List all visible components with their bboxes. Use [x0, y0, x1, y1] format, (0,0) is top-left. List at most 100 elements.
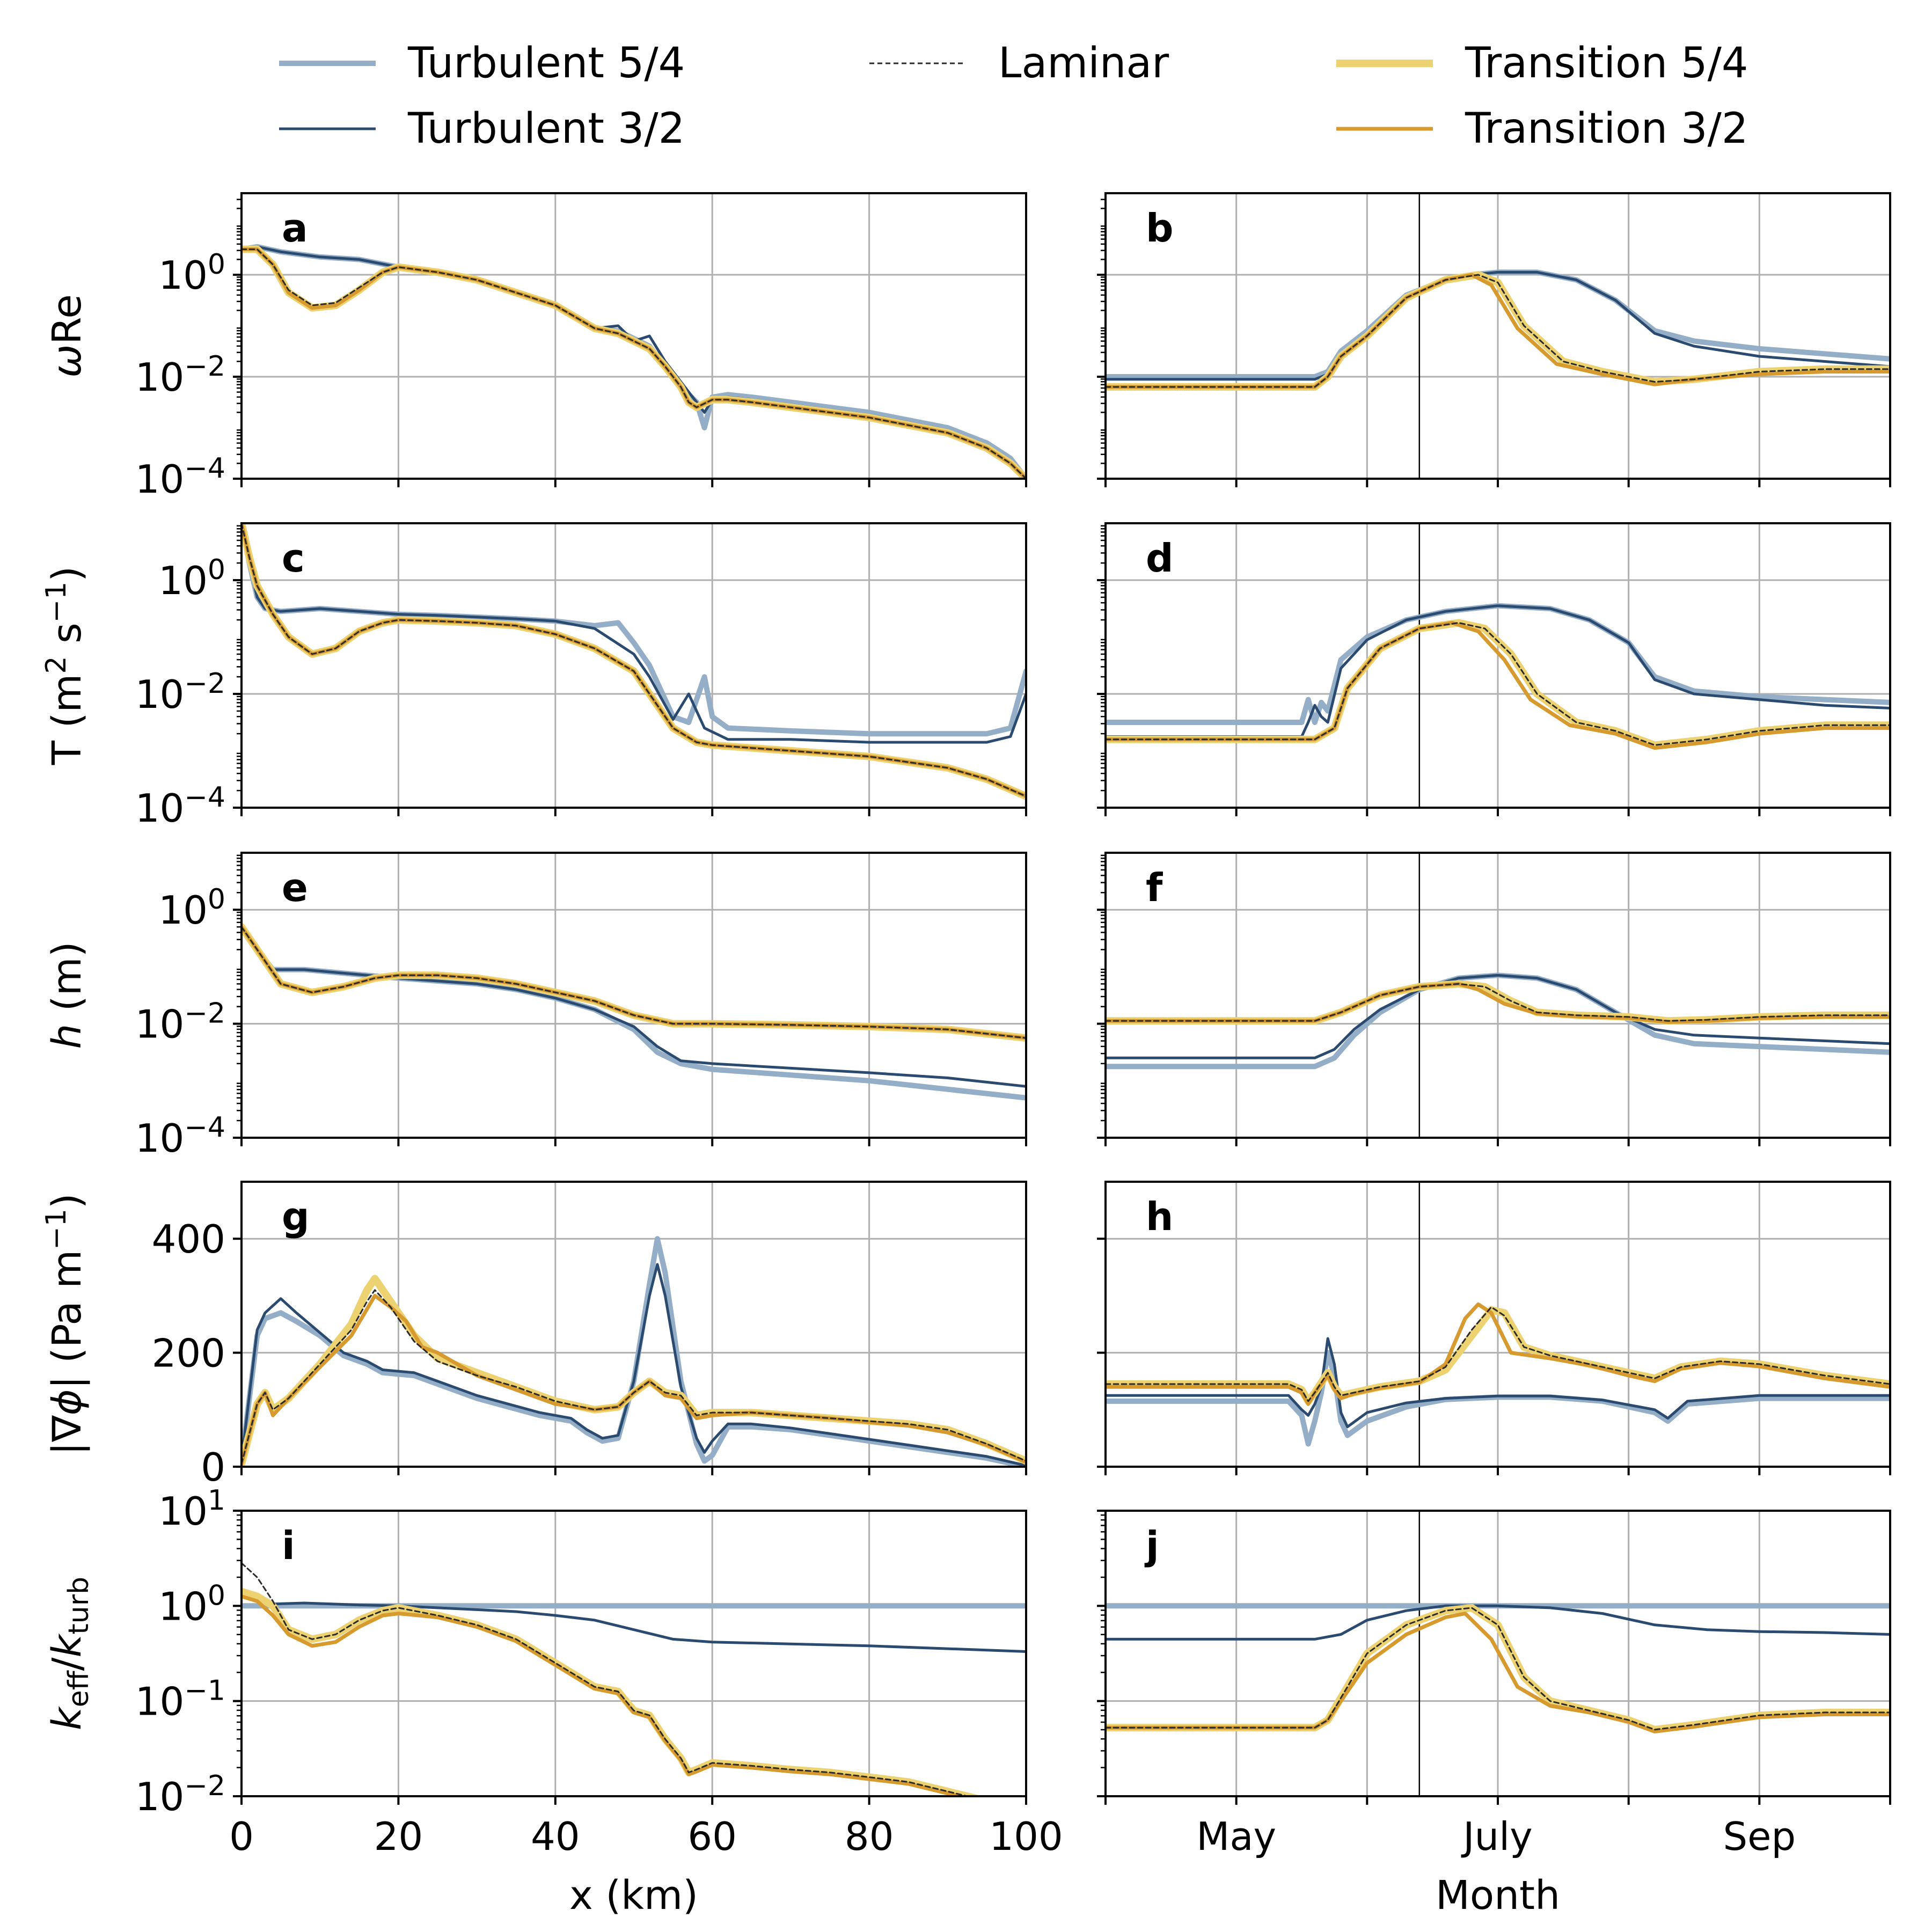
panel-a: 10−4 10−2 100 ωRe a — [44, 192, 1027, 502]
x-ticks — [240, 479, 1027, 487]
legend-entry: Transition 3/2 — [1336, 105, 1748, 153]
series-group — [241, 244, 1026, 479]
axes-frame — [240, 522, 1027, 809]
y-tick-label: 10−4 — [135, 1111, 225, 1161]
y-tick-label: 10−2 — [135, 1770, 225, 1819]
series-line — [241, 1289, 1026, 1465]
legend-entry: Laminar — [869, 39, 1169, 87]
panel-i: 10−2 10−1 100 101 keff/kturb 0 20 40 60 80 100 x (k… — [44, 1484, 1063, 1919]
series-line — [241, 248, 1026, 479]
panel-g: 0 200 400 |∇ϕ| (Pa m−1) g — [40, 1181, 1027, 1490]
series-group — [1106, 269, 1890, 391]
x-tick-label: 80 — [845, 1814, 894, 1859]
y-tick-label: 10−4 — [135, 781, 225, 831]
y-ticks — [233, 1510, 241, 1797]
panel-label: g — [282, 1194, 310, 1239]
y-axis-label: T (m2 s−1) — [40, 566, 90, 765]
panel-h: h — [1097, 1181, 1891, 1475]
y-tick-label: 200 — [152, 1331, 225, 1376]
series-line — [1106, 274, 1890, 388]
gridlines — [1106, 523, 1890, 808]
axes-frame — [240, 1510, 1027, 1797]
gridlines — [1106, 193, 1890, 479]
legend-label: Laminar — [998, 39, 1169, 87]
axes-frame — [240, 1181, 1027, 1468]
legend-label: Transition 5/4 — [1465, 39, 1748, 87]
y-axis-label: keff/kturb — [44, 1577, 95, 1730]
x-tick-label: 100 — [989, 1814, 1063, 1859]
x-axis-label: Month — [1436, 1872, 1560, 1919]
legend-entry: Turbulent 3/2 — [279, 105, 685, 153]
x-ticks — [240, 1467, 1027, 1475]
series-line — [1106, 1612, 1890, 1733]
series-group — [241, 523, 1026, 800]
series-line — [1106, 1337, 1890, 1429]
legend: Turbulent 5/4 Laminar Transition 5/4 Turbul… — [279, 39, 1748, 153]
x-ticks — [1104, 1138, 1891, 1146]
legend-label: Transition 3/2 — [1465, 105, 1748, 153]
panel-j: May July Sep Month j — [1097, 1510, 1891, 1919]
series-line — [241, 1590, 1026, 1653]
x-tick-label: 40 — [531, 1814, 580, 1859]
x-ticks — [240, 808, 1027, 816]
series-group — [1106, 603, 1890, 750]
y-tick-label: 0 — [201, 1445, 225, 1490]
series-line — [1106, 1306, 1890, 1402]
y-tick-label: 10−2 — [135, 998, 225, 1047]
y-tick-label: 100 — [158, 554, 225, 603]
x-ticks — [1104, 808, 1891, 816]
y-axis-label: h (m) — [44, 941, 90, 1049]
y-ticks — [233, 854, 241, 1139]
series-line — [241, 247, 1026, 479]
panel-label: h — [1146, 1194, 1173, 1239]
gridlines — [241, 193, 1026, 479]
x-ticks — [240, 1138, 1027, 1146]
y-tick-label: 10−1 — [135, 1675, 225, 1724]
series-line — [1106, 1607, 1890, 1731]
series-line — [1106, 622, 1890, 746]
y-tick-label: 10−2 — [135, 350, 225, 400]
x-tick-label: 60 — [687, 1814, 737, 1859]
series-line — [241, 523, 1026, 799]
series-line — [241, 926, 1026, 1039]
series-line — [241, 245, 1026, 479]
x-ticks — [1104, 1467, 1891, 1475]
series-line — [241, 523, 1026, 800]
x-tick-label: 0 — [229, 1814, 254, 1859]
x-ticks — [1104, 1796, 1891, 1805]
y-ticks — [1097, 525, 1106, 809]
panel-f: f — [1097, 852, 1891, 1146]
y-ticks — [1097, 1238, 1106, 1468]
gridlines — [1106, 1182, 1890, 1467]
y-ticks — [233, 525, 241, 809]
y-axis-label: ωRe — [44, 294, 90, 378]
legend-entry: Turbulent 5/4 — [279, 39, 685, 87]
x-ticks — [1104, 479, 1891, 487]
x-tick-label: 20 — [374, 1814, 423, 1859]
panel-label: b — [1146, 206, 1174, 251]
series-group — [1106, 972, 1890, 1070]
series-group — [241, 1562, 1026, 1796]
series-line — [241, 244, 1026, 479]
panel-label: f — [1146, 865, 1163, 910]
panel-label: e — [282, 865, 308, 910]
panel-label: j — [1144, 1523, 1159, 1568]
series-line — [1106, 604, 1890, 738]
panel-label: d — [1146, 536, 1174, 581]
x-tick-label: May — [1196, 1814, 1276, 1859]
series-group — [1106, 1603, 1890, 1733]
panels: 10−4 10−2 100 ωRe a b 10−4 10−2 100 T (m2 s−1) c d 1… — [40, 192, 1891, 1919]
panel-b: b — [1097, 192, 1891, 487]
series-line — [1106, 1350, 1890, 1447]
series-line — [241, 1562, 971, 1796]
x-tick-label: Sep — [1723, 1814, 1796, 1859]
panel-label: c — [282, 536, 305, 581]
y-tick-label: 100 — [158, 1579, 225, 1629]
series-group — [241, 1236, 1026, 1467]
x-tick-label: July — [1461, 1814, 1532, 1859]
series-line — [1106, 983, 1890, 1022]
y-tick-label: 101 — [158, 1484, 225, 1534]
series-line — [241, 1594, 968, 1796]
y-tick-label: 10−2 — [135, 668, 225, 717]
